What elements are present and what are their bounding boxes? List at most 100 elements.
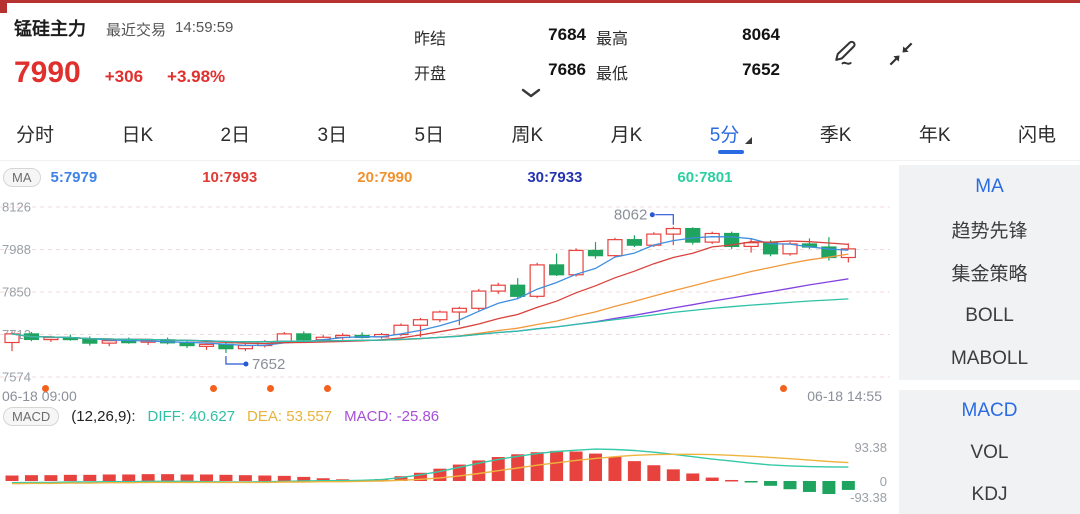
last-price: 7990 xyxy=(14,56,81,89)
macd-hist-bar xyxy=(258,475,272,481)
ma-value-10: 10:7993 xyxy=(202,168,258,186)
draw-pen-icon[interactable] xyxy=(828,37,862,71)
indicator-MABOLL[interactable]: MABOLL xyxy=(950,347,1029,369)
dea-line xyxy=(11,453,849,485)
candle-body xyxy=(471,290,487,309)
dropdown-triangle-icon xyxy=(745,136,753,144)
macd-axis-label: 0 xyxy=(880,474,887,489)
tab-label: 2日 xyxy=(220,124,251,146)
indicator-KDJ[interactable]: KDJ xyxy=(971,484,1008,505)
last-trade-time: 14:59:59 xyxy=(175,19,234,36)
candle-body xyxy=(587,249,604,257)
tab-闪电[interactable]: 闪电 xyxy=(1016,106,1058,160)
session-dot xyxy=(42,385,49,392)
stat-value-high: 8064 xyxy=(742,25,780,44)
session-dot xyxy=(267,385,274,392)
last-trade: 最近交易 14:59:59 xyxy=(106,19,233,40)
macd-macd-value: MACD: -25.86 xyxy=(344,407,440,425)
tab-label: 月K xyxy=(610,124,643,146)
macd-hist-bar xyxy=(83,474,97,481)
candle-body xyxy=(568,249,584,276)
macd-badge: MACD xyxy=(3,406,60,426)
macd-hist-bar xyxy=(63,474,77,481)
macd-hist-bar xyxy=(5,475,19,481)
macd-hist-bar xyxy=(297,476,311,481)
y-tick-label: 7988 xyxy=(2,242,31,257)
tab-3日[interactable]: 3日 xyxy=(316,106,350,160)
tab-5日[interactable]: 5日 xyxy=(413,106,447,160)
macd-hist-bar xyxy=(277,475,291,481)
tab-label: 日K xyxy=(121,124,154,146)
tab-分时[interactable]: 分时 xyxy=(14,106,56,160)
candle-body xyxy=(179,342,195,347)
active-tab-underline xyxy=(718,150,745,154)
macd-hist-bar xyxy=(180,474,194,481)
indicator-MA[interactable]: MA xyxy=(975,175,1004,197)
low-annotation-connector xyxy=(225,355,244,365)
macd-hist-bar xyxy=(705,477,719,481)
macd-hist-bar xyxy=(550,450,564,481)
price-change: +306 xyxy=(104,67,144,86)
macd-dea-value: DEA: 53.557 xyxy=(247,407,333,425)
tab-label: 周K xyxy=(511,124,544,146)
collapse-icon[interactable] xyxy=(884,37,918,71)
macd-hist-bar xyxy=(589,453,602,481)
tab-季K[interactable]: 季K xyxy=(818,106,854,160)
candle-body xyxy=(82,338,98,344)
ohlc-stats: 昨结 7684 最高 8064 开盘 7686 最低 7652 xyxy=(414,25,780,106)
candlestick-chart[interactable]: 8126798878507712757476528062 xyxy=(0,193,890,385)
indicator-VOL[interactable]: VOL xyxy=(970,442,1009,463)
session-dot xyxy=(210,385,217,392)
ma-value-60: 60:7801 xyxy=(677,168,733,186)
macd-hist-bar xyxy=(764,481,778,486)
session-dot xyxy=(780,385,787,392)
tab-周K[interactable]: 周K xyxy=(510,106,546,160)
diff-line xyxy=(11,448,849,484)
indicator-MACD[interactable]: MACD xyxy=(961,400,1018,421)
y-tick-label: 8126 xyxy=(2,200,31,215)
candle-body xyxy=(490,284,506,292)
time-axis: 06-18 09:00 06-18 14:55 xyxy=(0,385,890,405)
chevron-down-icon[interactable] xyxy=(520,87,542,99)
macd-axis-label: 93.38 xyxy=(854,440,887,455)
stat-value-prev-settle: 7684 xyxy=(548,25,586,44)
candle-body xyxy=(704,232,720,243)
tab-5分[interactable]: 5分 xyxy=(708,106,755,160)
macd-hist-bar xyxy=(647,465,661,481)
candle-body xyxy=(296,333,312,341)
macd-hist-bar xyxy=(841,481,855,490)
macd-hist-bar xyxy=(802,481,816,492)
macd-hist-bar xyxy=(44,475,58,481)
tab-年K[interactable]: 年K xyxy=(917,106,953,160)
macd-hist-bar xyxy=(822,481,836,495)
tab-label: 5分 xyxy=(709,124,740,146)
macd-hist-bar xyxy=(122,474,136,481)
stat-label-high: 最高 xyxy=(596,31,629,48)
indicator-group-2: MACD VOL KDJ xyxy=(899,390,1080,514)
candle-body xyxy=(626,239,643,246)
tab-2日[interactable]: 2日 xyxy=(219,106,253,160)
ma-legend-row: MA 5:7979 10:7993 20:7990 30:7933 60:7801 xyxy=(0,161,890,193)
indicator-BOLL[interactable]: BOLL xyxy=(965,304,1014,326)
macd-hist-bar xyxy=(569,451,583,481)
tab-日K[interactable]: 日K xyxy=(119,106,155,160)
macd-chart[interactable]: 93.38 0-93.38 xyxy=(0,427,890,513)
time-axis-start: 06-18 09:00 xyxy=(2,388,77,404)
header: 锰硅主力 最近交易 14:59:59 7990 +306 +3.98% 昨结 7… xyxy=(0,3,1080,106)
tab-月K[interactable]: 月K xyxy=(609,106,645,160)
candle-body xyxy=(451,307,467,313)
macd-hist-bar xyxy=(744,481,758,483)
low-annotation-dot xyxy=(243,361,249,367)
ma-value-30: 30:7933 xyxy=(527,168,583,186)
macd-diff-value: DIFF: 40.627 xyxy=(147,407,236,425)
corner-tick xyxy=(0,3,7,13)
ma-value-5: 5:7979 xyxy=(50,168,98,186)
macd-hist-bar xyxy=(472,460,486,481)
macd-hist-bar xyxy=(783,481,797,490)
indicator-集金策略[interactable]: 集金策略 xyxy=(951,264,1028,285)
indicator-趋势先锋[interactable]: 趋势先锋 xyxy=(951,221,1028,242)
macd-hist-bar xyxy=(200,474,213,481)
macd-hist-bar xyxy=(686,473,700,481)
candle-body xyxy=(412,319,429,326)
high-annotation-dot xyxy=(649,212,655,218)
